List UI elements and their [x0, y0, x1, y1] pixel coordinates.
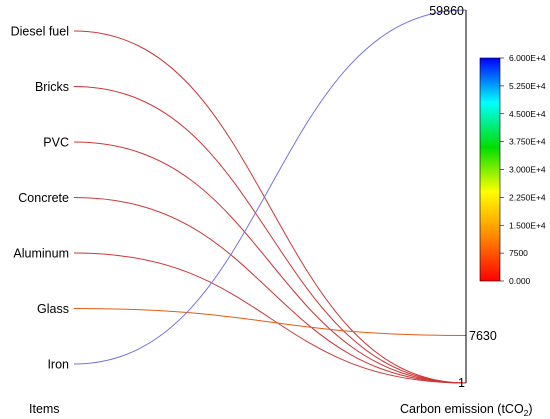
series-lines [73, 9, 467, 384]
value-tick-label: 59860 [429, 4, 464, 18]
colorbar-tick-label: 1.500E+4 [509, 220, 546, 230]
category-label: Diesel fuel [11, 25, 69, 39]
series-line-iron [73, 9, 467, 365]
category-label: Iron [47, 358, 69, 372]
series-line-bricks [73, 86, 467, 384]
colorbar-gradient [479, 57, 501, 282]
category-label: Concrete [18, 191, 69, 205]
category-labels: Diesel fuel Bricks PVC Concrete Aluminum Glas… [11, 25, 69, 372]
category-label: Glass [37, 302, 69, 316]
series-line-concrete [73, 197, 467, 384]
left-axis-title: Items [29, 402, 60, 416]
category-label: PVC [43, 136, 69, 150]
category-label: Bricks [35, 80, 69, 94]
series-line-diesel-fuel [73, 30, 467, 384]
colorbar-tick-label: 3.000E+4 [509, 165, 546, 175]
value-tick-labels: 59860 7630 1 [429, 4, 497, 390]
axis-title-open-paren: ( [494, 402, 502, 416]
series-line-glass [73, 308, 467, 336]
right-axis-unit-subscript: 2 [524, 408, 529, 418]
series-line-pvc [73, 141, 467, 384]
colorbar-tick-label: 7500 [509, 248, 528, 258]
colorbar-tick-label: 2.250E+4 [509, 192, 546, 202]
category-label: Aluminum [13, 247, 69, 261]
colorbar-ticks: 6.000E+4 5.250E+4 4.500E+4 3.750E+4 3.000E+4… [500, 53, 546, 286]
colorbar-tick-label: 4.500E+4 [509, 109, 546, 119]
right-axis-unit: tCO [501, 402, 524, 416]
value-tick-label: 1 [458, 376, 465, 390]
axis-title-close-paren: ) [528, 402, 532, 416]
colorbar-tick-label: 3.750E+4 [509, 137, 546, 147]
colorbar-tick-label: 5.250E+4 [509, 81, 546, 91]
value-tick-label: 7630 [469, 329, 497, 343]
right-axis-title: Carbon emission (tCO2) [400, 402, 533, 418]
colorbar-tick-label: 6.000E+4 [509, 53, 546, 63]
series-line-aluminum [73, 252, 467, 384]
colorbar: 6.000E+4 5.250E+4 4.500E+4 3.750E+4 3.000E+4… [479, 53, 546, 286]
right-axis-title-text: Carbon emission [400, 402, 494, 416]
colorbar-tick-label: 0.000 [509, 276, 531, 286]
